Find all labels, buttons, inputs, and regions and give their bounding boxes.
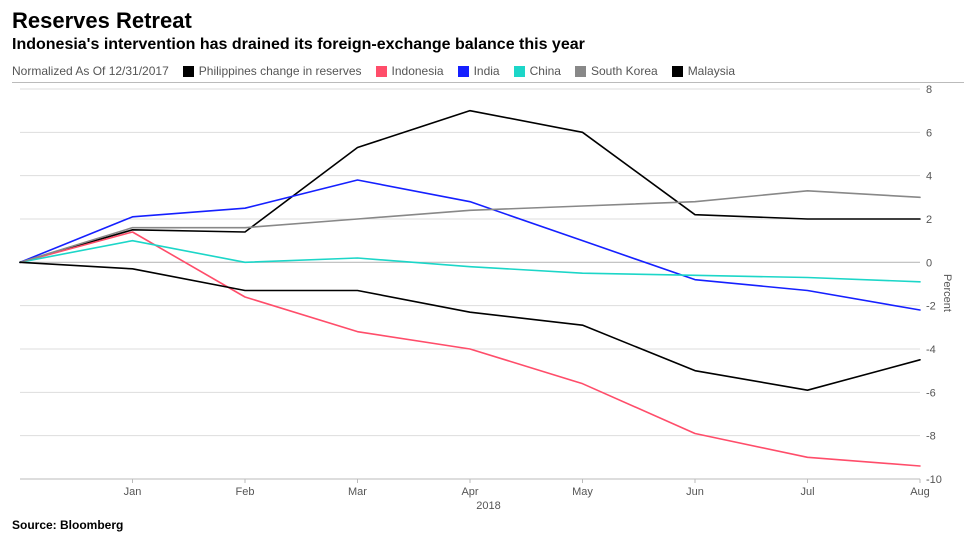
y-tick-label: -8: [926, 431, 936, 443]
x-tick-label: Jun: [686, 486, 704, 498]
chart-subtitle: Indonesia's intervention has drained its…: [12, 36, 965, 54]
chart-source: Source: Bloomberg: [12, 518, 965, 532]
legend-label: South Korea: [591, 64, 658, 78]
y-axis-label: Percent: [941, 274, 953, 312]
legend-swatch: [183, 66, 194, 77]
x-tick-label: Apr: [461, 486, 478, 498]
legend-label: Malaysia: [688, 64, 735, 78]
legend-label: China: [530, 64, 561, 78]
x-tick-label: Aug: [910, 486, 930, 498]
chart-plot-area: -10 -8 -6 -4 -2 0 2 4 6 8 Jan Feb Mar Apr May Jun Jul Aug…: [12, 82, 964, 502]
legend-label: Philippines change in reserves: [199, 64, 362, 78]
x-tick-label: May: [572, 486, 593, 498]
y-tick-label: 4: [926, 171, 932, 183]
x-tick-label: Jan: [124, 486, 142, 498]
legend-swatch: [514, 66, 525, 77]
legend-swatch: [458, 66, 469, 77]
chart-legend: Normalized As Of 12/31/2017 Philippines …: [12, 62, 965, 80]
series-line: [20, 241, 920, 282]
x-tick-label: Feb: [236, 486, 255, 498]
y-tick-label: 0: [926, 257, 932, 269]
normalized-label: Normalized As Of 12/31/2017: [12, 64, 169, 78]
series-line: [20, 262, 920, 390]
y-tick-label: -6: [926, 387, 936, 399]
legend-swatch: [672, 66, 683, 77]
legend-item: Indonesia: [376, 64, 444, 78]
legend-item: India: [458, 64, 500, 78]
legend-label: Indonesia: [392, 64, 444, 78]
y-tick-label: 8: [926, 84, 932, 96]
y-tick-label: -2: [926, 301, 936, 313]
chart-title: Reserves Retreat: [12, 8, 965, 34]
y-tick-label: -4: [926, 344, 936, 356]
line-chart-svg: -10 -8 -6 -4 -2 0 2 4 6 8 Jan Feb Mar Apr May Jun Jul Aug: [12, 83, 964, 503]
legend-label: India: [474, 64, 500, 78]
legend-item: Philippines change in reserves: [183, 64, 362, 78]
y-tick-label: 6: [926, 127, 932, 139]
y-tick-label: 2: [926, 214, 932, 226]
series-line: [20, 111, 920, 263]
legend-swatch: [376, 66, 387, 77]
x-tick-label: Jul: [800, 486, 814, 498]
legend-swatch: [575, 66, 586, 77]
legend-item: South Korea: [575, 64, 658, 78]
x-tick-label: Mar: [348, 486, 367, 498]
legend-item: China: [514, 64, 561, 78]
legend-item: Malaysia: [672, 64, 735, 78]
y-tick-label: -10: [926, 474, 942, 486]
